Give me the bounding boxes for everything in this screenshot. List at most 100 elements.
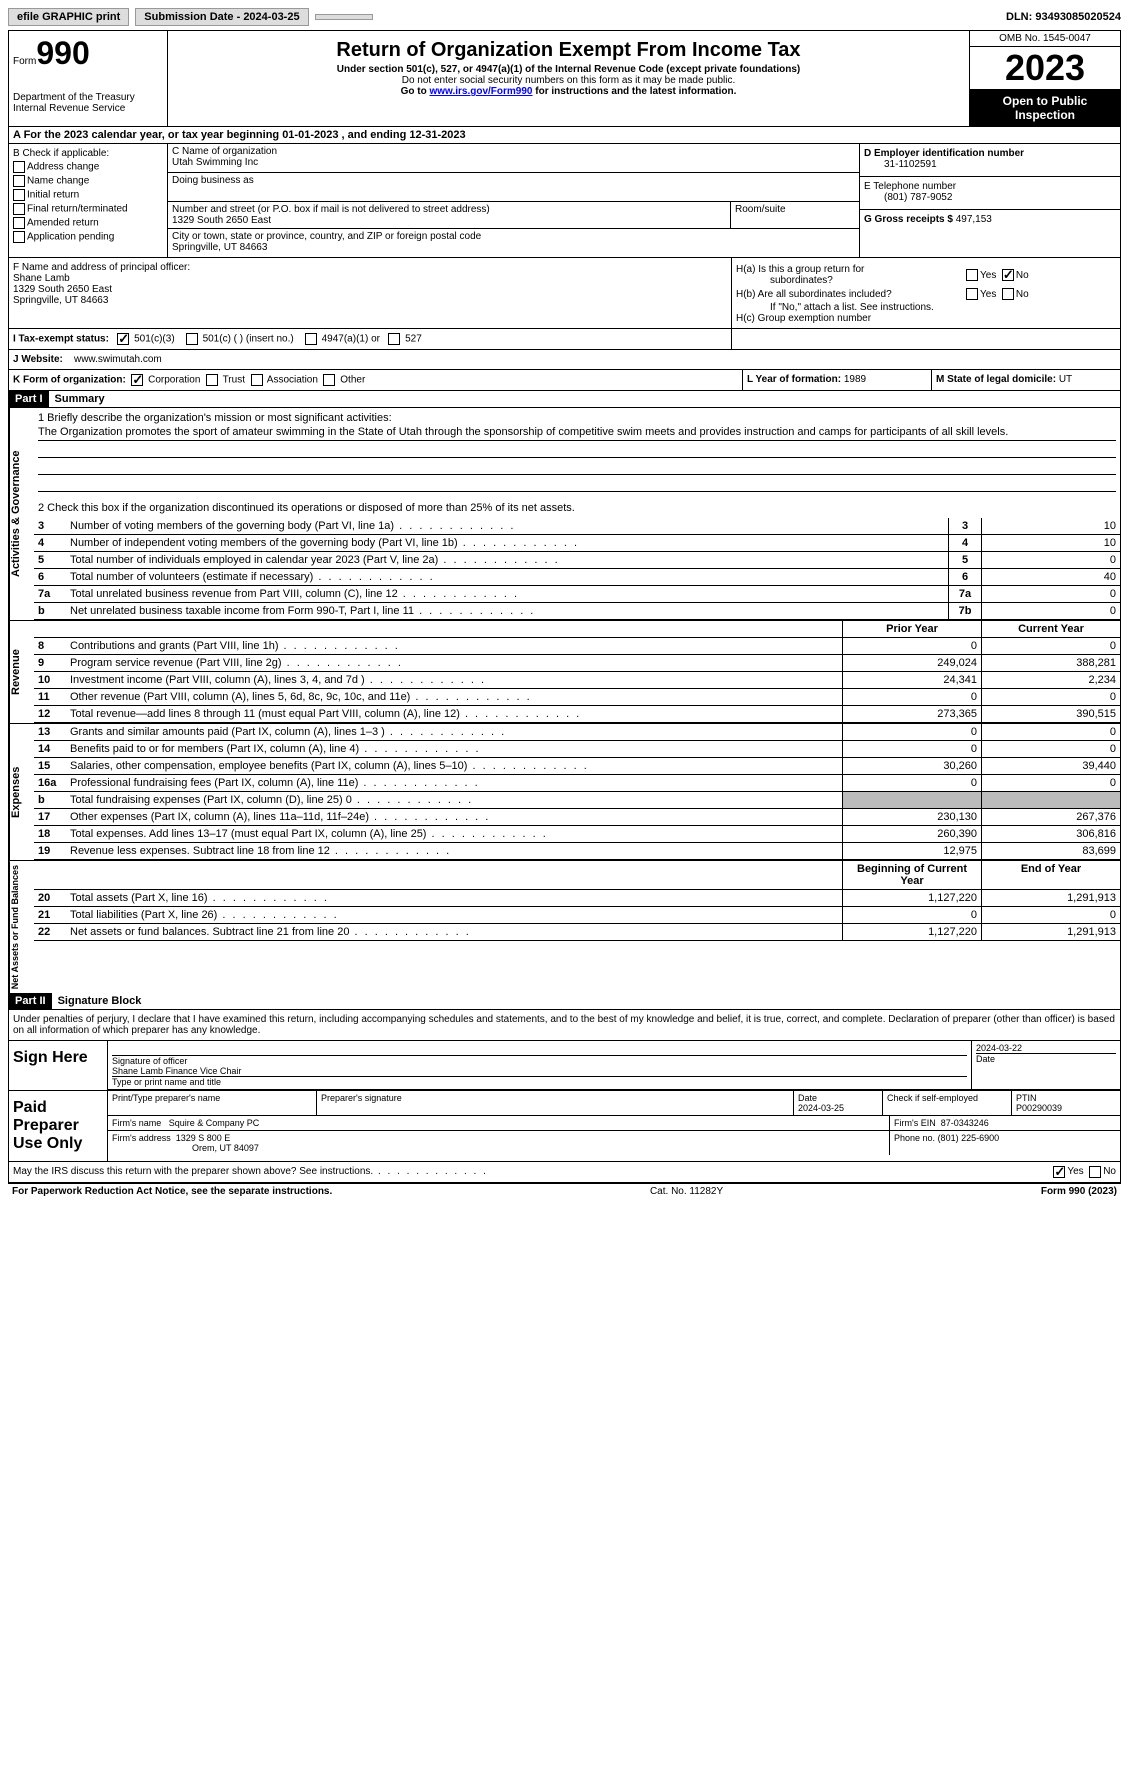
part2-header: Part II Signature Block: [9, 993, 1120, 1010]
line-desc: Net assets or fund balances. Subtract li…: [66, 924, 842, 940]
prior-val: 0: [842, 775, 981, 791]
chk-lbl: Initial return: [27, 190, 79, 201]
discuss-text: May the IRS discuss this return with the…: [13, 1166, 373, 1177]
paid-prep-right: Print/Type preparer's name Preparer's si…: [108, 1091, 1120, 1161]
ha-yes-chk[interactable]: [966, 269, 978, 281]
declaration: Under penalties of perjury, I declare th…: [9, 1010, 1120, 1040]
chk-app-pending[interactable]: Application pending: [13, 231, 163, 243]
m-val: UT: [1059, 374, 1072, 385]
irs-link[interactable]: www.irs.gov/Form990: [429, 86, 532, 97]
ptin-cell: PTINP00290039: [1012, 1091, 1120, 1115]
current-val: 1,291,913: [981, 890, 1120, 906]
line-num: 17: [34, 809, 66, 825]
chk-501c[interactable]: [186, 333, 198, 345]
line-num: b: [34, 603, 66, 619]
line-num: 12: [34, 706, 66, 722]
website-val: www.swimutah.com: [74, 354, 162, 365]
city-lbl: City or town, state or province, country…: [172, 231, 855, 242]
line-num: 9: [34, 655, 66, 671]
chk-assoc[interactable]: [251, 374, 263, 386]
prior-val: 0: [842, 689, 981, 705]
summary-na: Net Assets or Fund Balances Beginning of…: [9, 860, 1120, 993]
public-inspection: Open to Public Inspection: [970, 90, 1120, 126]
prior-val: 1,127,220: [842, 890, 981, 906]
col-h-group: H(a) Is this a group return forsubordina…: [732, 258, 1120, 328]
mission-lbl: 1 Briefly describe the organization's mi…: [38, 412, 1116, 424]
efile-btn[interactable]: efile GRAPHIC print: [8, 8, 129, 26]
k-lbl: K Form of organization:: [13, 375, 126, 386]
chk-4947[interactable]: [305, 333, 317, 345]
subtitle-3: Go to www.irs.gov/Form990 for instructio…: [174, 86, 963, 97]
ptin-val: P00290039: [1016, 1103, 1062, 1113]
submission-date: Submission Date - 2024-03-25: [135, 8, 308, 26]
hb-yes-chk[interactable]: [966, 288, 978, 300]
line2-block: 2 Check this box if the organization dis…: [34, 498, 1120, 518]
chk-name-change[interactable]: Name change: [13, 175, 163, 187]
yes-lbl: Yes: [980, 289, 996, 300]
chk-527[interactable]: [388, 333, 400, 345]
summary-line-7a: 7a Total unrelated business revenue from…: [34, 586, 1120, 603]
sig-officer-row: Signature of officer Shane Lamb Finance …: [108, 1041, 1120, 1090]
i-lbl: I Tax-exempt status:: [13, 334, 109, 345]
prior-val: 0: [842, 724, 981, 740]
chk-501c3[interactable]: [117, 333, 129, 345]
l-year: L Year of formation: 1989: [743, 370, 932, 390]
chk-other[interactable]: [323, 374, 335, 386]
header-center: Return of Organization Exempt From Incom…: [168, 31, 969, 126]
discuss-yes-chk[interactable]: [1053, 1166, 1065, 1178]
prep-date-cell: Date2024-03-25: [794, 1091, 883, 1115]
ha-line: H(a) Is this a group return forsubordina…: [736, 264, 1116, 286]
other-lbl: Other: [340, 375, 365, 386]
current-val: 2,234: [981, 672, 1120, 688]
line-desc: Total assets (Part X, line 16): [66, 890, 842, 906]
chk-initial-return[interactable]: Initial return: [13, 189, 163, 201]
line-num: 6: [34, 569, 66, 585]
line-desc: Number of independent voting members of …: [66, 535, 948, 551]
chk-amended[interactable]: Amended return: [13, 217, 163, 229]
line-num: 15: [34, 758, 66, 774]
form-number: Form990: [13, 35, 163, 72]
dba-cell: Doing business as: [168, 173, 859, 202]
mission-blank-3: [38, 477, 1116, 492]
line-num: 16a: [34, 775, 66, 791]
omb-number: OMB No. 1545-0047: [970, 31, 1120, 47]
summary-line-20: 20 Total assets (Part X, line 16) 1,127,…: [34, 890, 1120, 907]
header-right: OMB No. 1545-0047 2023 Open to Public In…: [969, 31, 1120, 126]
ha-no-chk[interactable]: [1002, 269, 1014, 281]
room-cell: Room/suite: [731, 202, 859, 228]
501c-lbl: 501(c) ( ) (insert no.): [203, 334, 294, 345]
check-self: Check if self-employed: [887, 1093, 978, 1103]
self-emp-cell: Check if self-employed: [883, 1091, 1012, 1115]
hb-no-chk[interactable]: [1002, 288, 1014, 300]
chk-final-return[interactable]: Final return/terminated: [13, 203, 163, 215]
discuss-no-chk[interactable]: [1089, 1166, 1101, 1178]
sig-officer-cell: Signature of officer Shane Lamb Finance …: [108, 1041, 972, 1089]
summary-line-12: 12 Total revenue—add lines 8 through 11 …: [34, 706, 1120, 723]
chk-trust[interactable]: [206, 374, 218, 386]
sub3-post: for instructions and the latest informat…: [532, 86, 736, 97]
summary-line-16a: 16a Professional fundraising fees (Part …: [34, 775, 1120, 792]
prep-name-lbl: Print/Type preparer's name: [108, 1091, 317, 1115]
gross-lbl: G Gross receipts $: [864, 214, 953, 225]
firm-addr-lbl: Firm's address: [112, 1133, 171, 1143]
line-num: 7a: [34, 586, 66, 602]
date-lbl: Date: [798, 1093, 817, 1103]
ha-lbl: H(a) Is this a group return for: [736, 264, 864, 275]
trust-lbl: Trust: [223, 375, 245, 386]
chk-address-change[interactable]: Address change: [13, 161, 163, 173]
l-lbl: L Year of formation:: [747, 374, 841, 385]
summary-line-9: 9 Program service revenue (Part VIII, li…: [34, 655, 1120, 672]
street-cell: Number and street (or P.O. box if mail i…: [168, 202, 731, 228]
gross-cell: G Gross receipts $ 497,153: [860, 210, 1120, 242]
sig-date: 2024-03-22: [976, 1043, 1116, 1053]
current-val: 0: [981, 689, 1120, 705]
ein-val: 31-1102591: [864, 159, 1116, 170]
type-name-lbl: Type or print name and title: [112, 1076, 967, 1087]
line-desc: Total revenue—add lines 8 through 11 (mu…: [66, 706, 842, 722]
prior-val: 24,341: [842, 672, 981, 688]
chk-corp[interactable]: [131, 374, 143, 386]
section-fh: F Name and address of principal officer:…: [9, 258, 1120, 329]
phone-cell: E Telephone number (801) 787-9052: [860, 177, 1120, 210]
line-num: 20: [34, 890, 66, 906]
line-desc: Salaries, other compensation, employee b…: [66, 758, 842, 774]
